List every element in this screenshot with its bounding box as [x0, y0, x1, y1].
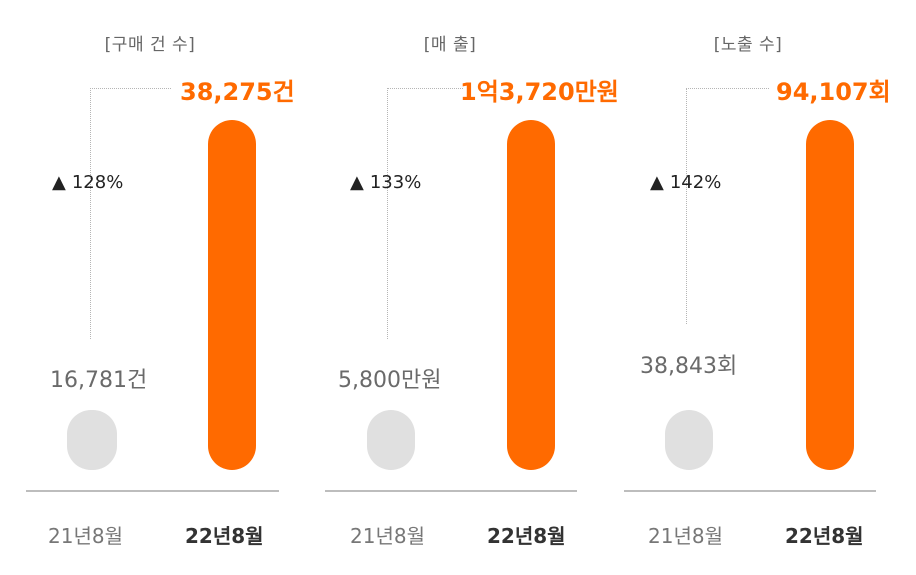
- chart-panel-purchases: [구매 건 수] ▲ 128% 38,275건 16,781건 21년8월 22년…: [0, 0, 300, 575]
- growth-value: 133%: [369, 172, 422, 193]
- x-tick-label: 21년8월: [648, 524, 723, 548]
- x-tick-label: 22년8월: [785, 524, 864, 548]
- chart-title: [노출 수]: [713, 35, 783, 55]
- x-tick-label: 21년8월: [48, 524, 123, 548]
- previous-value-label: 38,843회: [640, 354, 738, 379]
- bar-current: [208, 120, 256, 470]
- x-tick-label: 22년8월: [487, 524, 566, 548]
- current-value-label: 94,107회: [776, 78, 891, 106]
- x-axis-baseline: [624, 490, 876, 492]
- chart-title: [매 출]: [423, 35, 477, 55]
- triangle-up-icon: ▲: [350, 172, 364, 193]
- chart-title: [구매 건 수]: [104, 35, 196, 55]
- chart-panel-impressions: [노출 수] ▲ 142% 94,107회 38,843회 21년8월 22년8월: [598, 0, 898, 575]
- x-axis-baseline: [26, 490, 279, 492]
- growth-connector: [90, 88, 171, 339]
- growth-value: 142%: [669, 172, 722, 193]
- bar-current: [507, 120, 555, 470]
- previous-value-label: 5,800만원: [338, 368, 442, 393]
- bar-previous: [67, 410, 117, 470]
- chart-panel-sales: [매 출] ▲ 133% 1억3,720만원 5,800만원 21년8월 22년8…: [300, 0, 619, 575]
- bar-previous: [367, 410, 415, 470]
- x-tick-label: 21년8월: [350, 524, 425, 548]
- current-value-label: 38,275건: [180, 78, 295, 106]
- growth-connector: [686, 88, 769, 324]
- current-value-label: 1억3,720만원: [460, 78, 619, 106]
- bar-current: [806, 120, 854, 470]
- bar-previous: [665, 410, 713, 470]
- triangle-up-icon: ▲: [650, 172, 664, 193]
- x-tick-label: 22년8월: [185, 524, 264, 548]
- growth-label: ▲ 142%: [650, 172, 721, 193]
- growth-label: ▲ 128%: [52, 172, 123, 193]
- triangle-up-icon: ▲: [52, 172, 66, 193]
- growth-value: 128%: [71, 172, 124, 193]
- x-axis-baseline: [325, 490, 577, 492]
- previous-value-label: 16,781건: [50, 368, 148, 393]
- growth-connector: [387, 88, 463, 339]
- growth-label: ▲ 133%: [350, 172, 421, 193]
